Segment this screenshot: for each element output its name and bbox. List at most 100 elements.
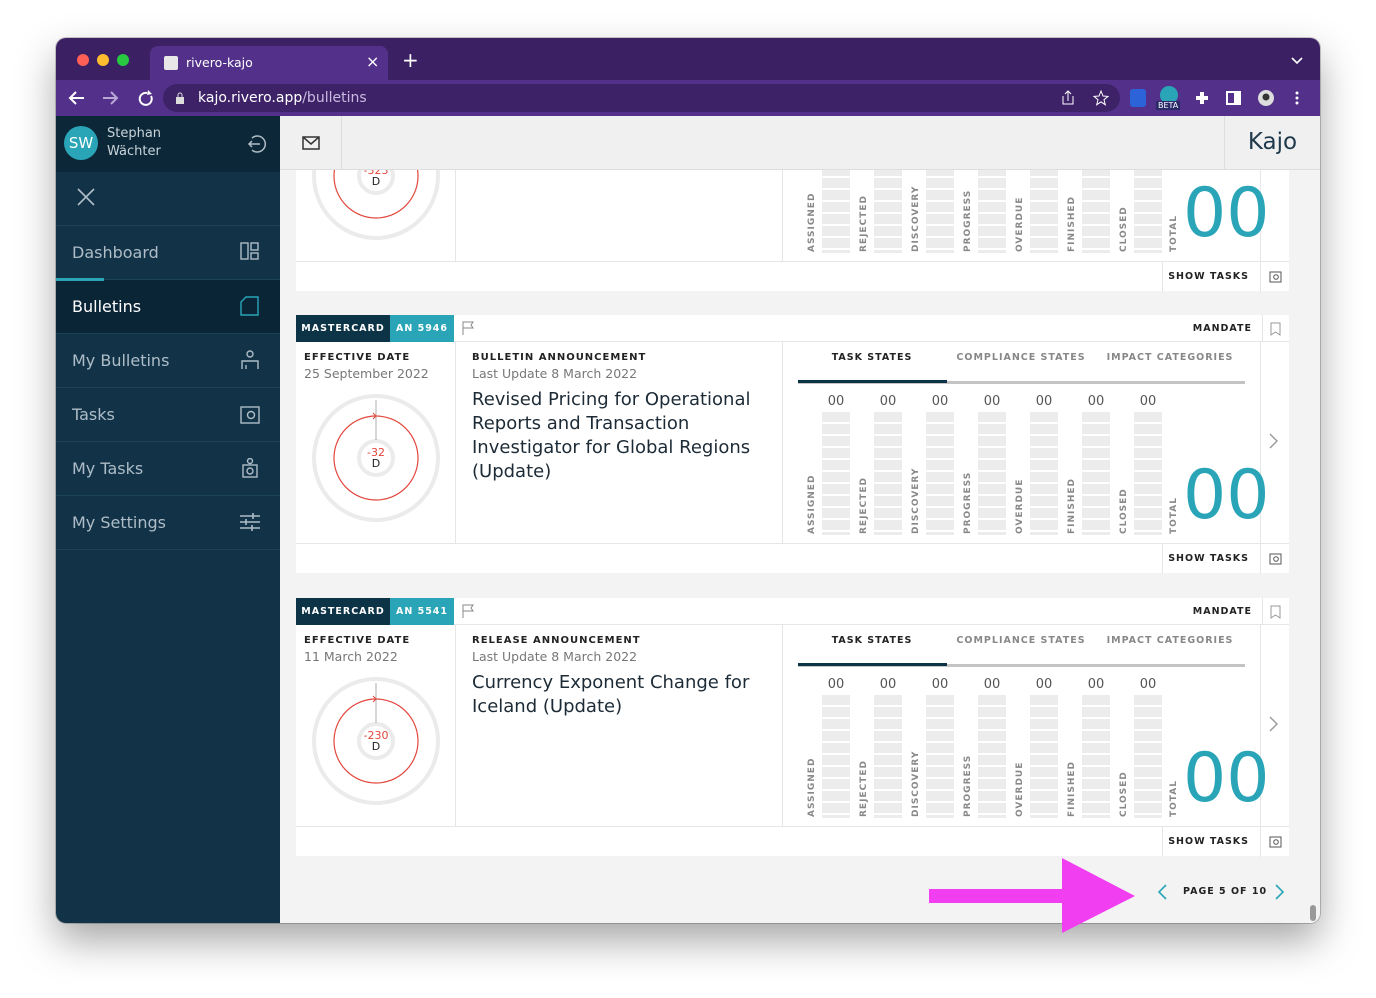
- menu-item[interactable]: My Settings: [56, 496, 280, 550]
- countdown-dial-glyph: [312, 677, 440, 805]
- mandate-label: MANDATE: [1192, 323, 1252, 334]
- expand-chevron[interactable]: [1268, 715, 1280, 733]
- extension-icon[interactable]: [1160, 86, 1178, 104]
- divider: [1260, 342, 1261, 543]
- state-tab[interactable]: IMPACT CATEGORIES: [1106, 635, 1234, 646]
- state-label: PROGRESS: [963, 471, 973, 534]
- card-body: EFFECTIVE DATE 11 March 2022 -230 D RELEASE …: [296, 625, 1289, 826]
- menu-icon: [240, 242, 260, 262]
- state-count: 00: [1139, 677, 1157, 692]
- countdown-dial-glyph: [312, 170, 440, 240]
- lock-icon: [176, 92, 184, 104]
- state-bar: [1030, 170, 1058, 253]
- menu-item[interactable]: My Bulletins: [56, 334, 280, 388]
- bookmark-icon[interactable]: [1270, 322, 1281, 336]
- menu-icon-glyph: [240, 242, 259, 260]
- divider: [455, 625, 456, 826]
- flag-icon-glyph: [462, 604, 474, 618]
- show-tasks[interactable]: SHOW TASKS: [1168, 271, 1249, 282]
- menu-icon: [240, 404, 260, 424]
- menu-icon-glyph: [242, 457, 258, 478]
- logout-icon[interactable]: [246, 134, 266, 154]
- show-tasks[interactable]: SHOW TASKS: [1168, 836, 1249, 847]
- state-count: 00: [983, 677, 1001, 692]
- effective-date: 11 March 2022: [304, 649, 398, 664]
- state-tab[interactable]: IMPACT CATEGORIES: [1106, 352, 1234, 363]
- divider: [455, 170, 456, 261]
- tab-strip: rivero-kajo × +: [56, 38, 1320, 80]
- state-bar: [822, 412, 850, 535]
- tasks-icon-glyph: [1269, 271, 1282, 283]
- state-bar: [926, 170, 954, 253]
- menu-item[interactable]: Tasks: [56, 388, 280, 442]
- mandate-label: MANDATE: [1192, 606, 1252, 617]
- state-count: 00: [827, 394, 845, 409]
- state-tab[interactable]: TASK STATES: [831, 635, 913, 646]
- bookmark-icon[interactable]: [1270, 605, 1281, 619]
- tab-close[interactable]: ×: [366, 52, 380, 71]
- state-label: OVERDUE: [1015, 478, 1025, 534]
- total-label: TOTAL: [1169, 780, 1179, 817]
- nav-buttons[interactable]: [68, 89, 168, 107]
- prev-page[interactable]: [1155, 883, 1171, 901]
- state-label: OVERDUE: [1015, 196, 1025, 252]
- state-label: FINISHED: [1067, 760, 1077, 817]
- share-star[interactable]: [1059, 90, 1109, 106]
- state-count: 00: [1139, 394, 1157, 409]
- state-tab[interactable]: COMPLIANCE STATES: [956, 352, 1086, 363]
- card-footer: SHOW TASKS: [296, 261, 1289, 292]
- state-bar: [1082, 170, 1110, 253]
- minimize-button[interactable]: [97, 54, 109, 66]
- state-count: 00: [983, 394, 1001, 409]
- mail-icon: [302, 136, 320, 150]
- mail-button[interactable]: [280, 116, 342, 170]
- new-tab[interactable]: +: [402, 48, 419, 72]
- card-body: -323DRegion (Update)ASSIGNEDREJECTEDDISC…: [296, 170, 1289, 261]
- tasks-icon[interactable]: [1269, 835, 1282, 848]
- divider: [782, 170, 783, 261]
- zoom-button[interactable]: [117, 54, 129, 66]
- menu-icon: [240, 296, 260, 316]
- state-label: FINISHED: [1067, 195, 1077, 252]
- state-tab[interactable]: TASK STATES: [831, 352, 913, 363]
- user-panel: SW Stephan Wächter: [56, 116, 280, 172]
- state-bar: [874, 695, 902, 818]
- tasks-icon[interactable]: [1269, 552, 1282, 565]
- bulletin-title[interactable]: Currency Exponent Change for Iceland (Up…: [472, 672, 750, 717]
- state-bar: [874, 412, 902, 535]
- bulletin-title[interactable]: Revised Pricing for Operational Reports …: [472, 389, 751, 482]
- state-bar: [1134, 170, 1162, 253]
- menu-icon-glyph: [240, 406, 260, 424]
- flag-icon[interactable]: [462, 604, 474, 619]
- expand-chevron[interactable]: [1268, 432, 1280, 450]
- scrollbar[interactable]: [1310, 905, 1316, 921]
- close-button[interactable]: [77, 54, 89, 66]
- state-bar: [926, 695, 954, 818]
- divider: [1260, 625, 1261, 826]
- user-first-name: Stephan: [107, 126, 162, 141]
- bulletin-card: MASTERCARD AN 5541 MANDATE EFFECTIVE DATE 11…: [296, 598, 1289, 857]
- divider: [1162, 827, 1163, 857]
- toolbar-icons[interactable]: [1194, 90, 1354, 106]
- show-tasks[interactable]: SHOW TASKS: [1168, 553, 1249, 564]
- flag-icon[interactable]: [462, 321, 474, 336]
- topbar: Kajo: [280, 116, 1320, 170]
- state-count: 00: [1087, 394, 1105, 409]
- menu-item[interactable]: Bulletins: [56, 280, 280, 334]
- state-label: DISCOVERY: [911, 750, 921, 817]
- tab[interactable]: rivero-kajo ×: [150, 46, 388, 80]
- card-footer: SHOW TASKS: [296, 543, 1289, 574]
- next-page[interactable]: [1271, 883, 1287, 901]
- menu-item[interactable]: Dashboard: [56, 226, 280, 280]
- close-menu[interactable]: [77, 188, 95, 206]
- tasks-icon[interactable]: [1269, 270, 1282, 283]
- tab-search[interactable]: [1290, 56, 1304, 66]
- divider: [1262, 598, 1263, 625]
- address-bar[interactable]: kajo.rivero.app/bulletins: [163, 84, 1120, 112]
- card-body: EFFECTIVE DATE 25 September 2022 -32 D BULLE…: [296, 342, 1289, 543]
- extension-icon[interactable]: [1130, 89, 1146, 107]
- menu-item[interactable]: My Tasks: [56, 442, 280, 496]
- state-tab[interactable]: COMPLIANCE STATES: [956, 635, 1086, 646]
- days-remaining: -230: [363, 729, 389, 742]
